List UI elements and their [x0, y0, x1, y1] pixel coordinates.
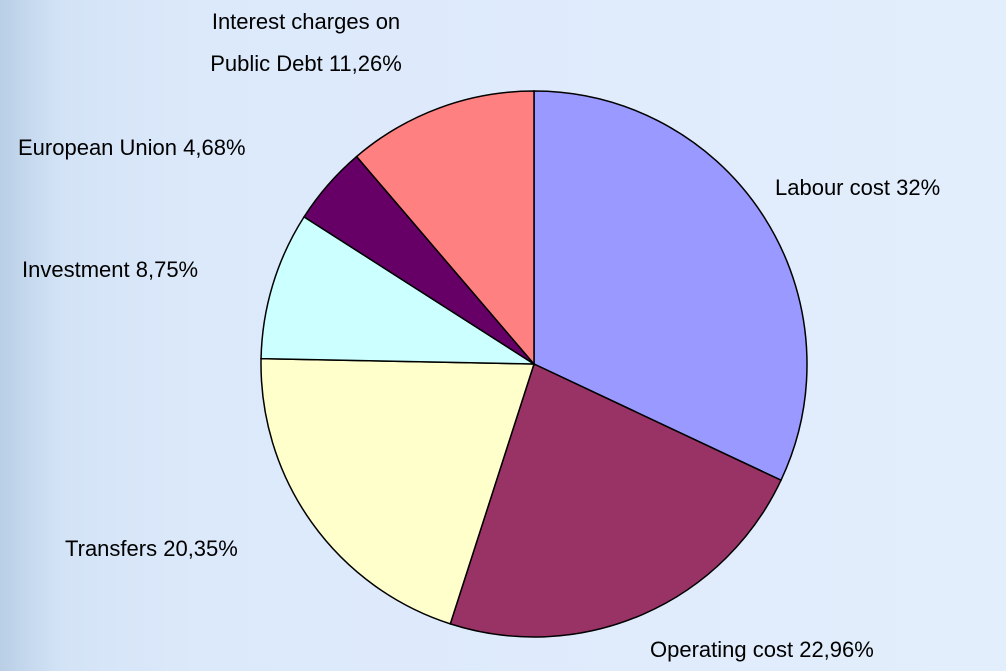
category-label: Investment [22, 257, 130, 282]
category-label: Labour cost [775, 175, 890, 200]
pie-slice [355, 90, 535, 367]
category-label: Operating cost [650, 637, 794, 662]
value-label: 4,68% [183, 135, 246, 160]
pie-slice [260, 215, 537, 365]
slice-label: Transfers 20,35% [65, 528, 238, 570]
slice-label: Interest charges on Public Debt 11,26% [191, 1, 421, 85]
category-label: European Union [18, 135, 178, 160]
category-label: Interest charges on Public Debt [210, 9, 401, 76]
value-label: 20,35% [163, 536, 238, 561]
pie-slice [449, 362, 783, 638]
pie-slice [260, 357, 536, 625]
slice-label: Operating cost 22,96% [650, 629, 874, 671]
value-label: 11,26% [328, 51, 402, 76]
pie-slice [533, 90, 808, 482]
category-label: Transfers [65, 536, 158, 561]
slice-label: European Union 4,68% [18, 127, 246, 169]
slice-label: Investment 8,75% [22, 249, 198, 291]
value-label: 32% [896, 175, 941, 200]
slice-label: Labour cost 32% [775, 167, 940, 209]
value-label: 22,96% [799, 637, 874, 662]
value-label: 8,75% [135, 257, 199, 282]
